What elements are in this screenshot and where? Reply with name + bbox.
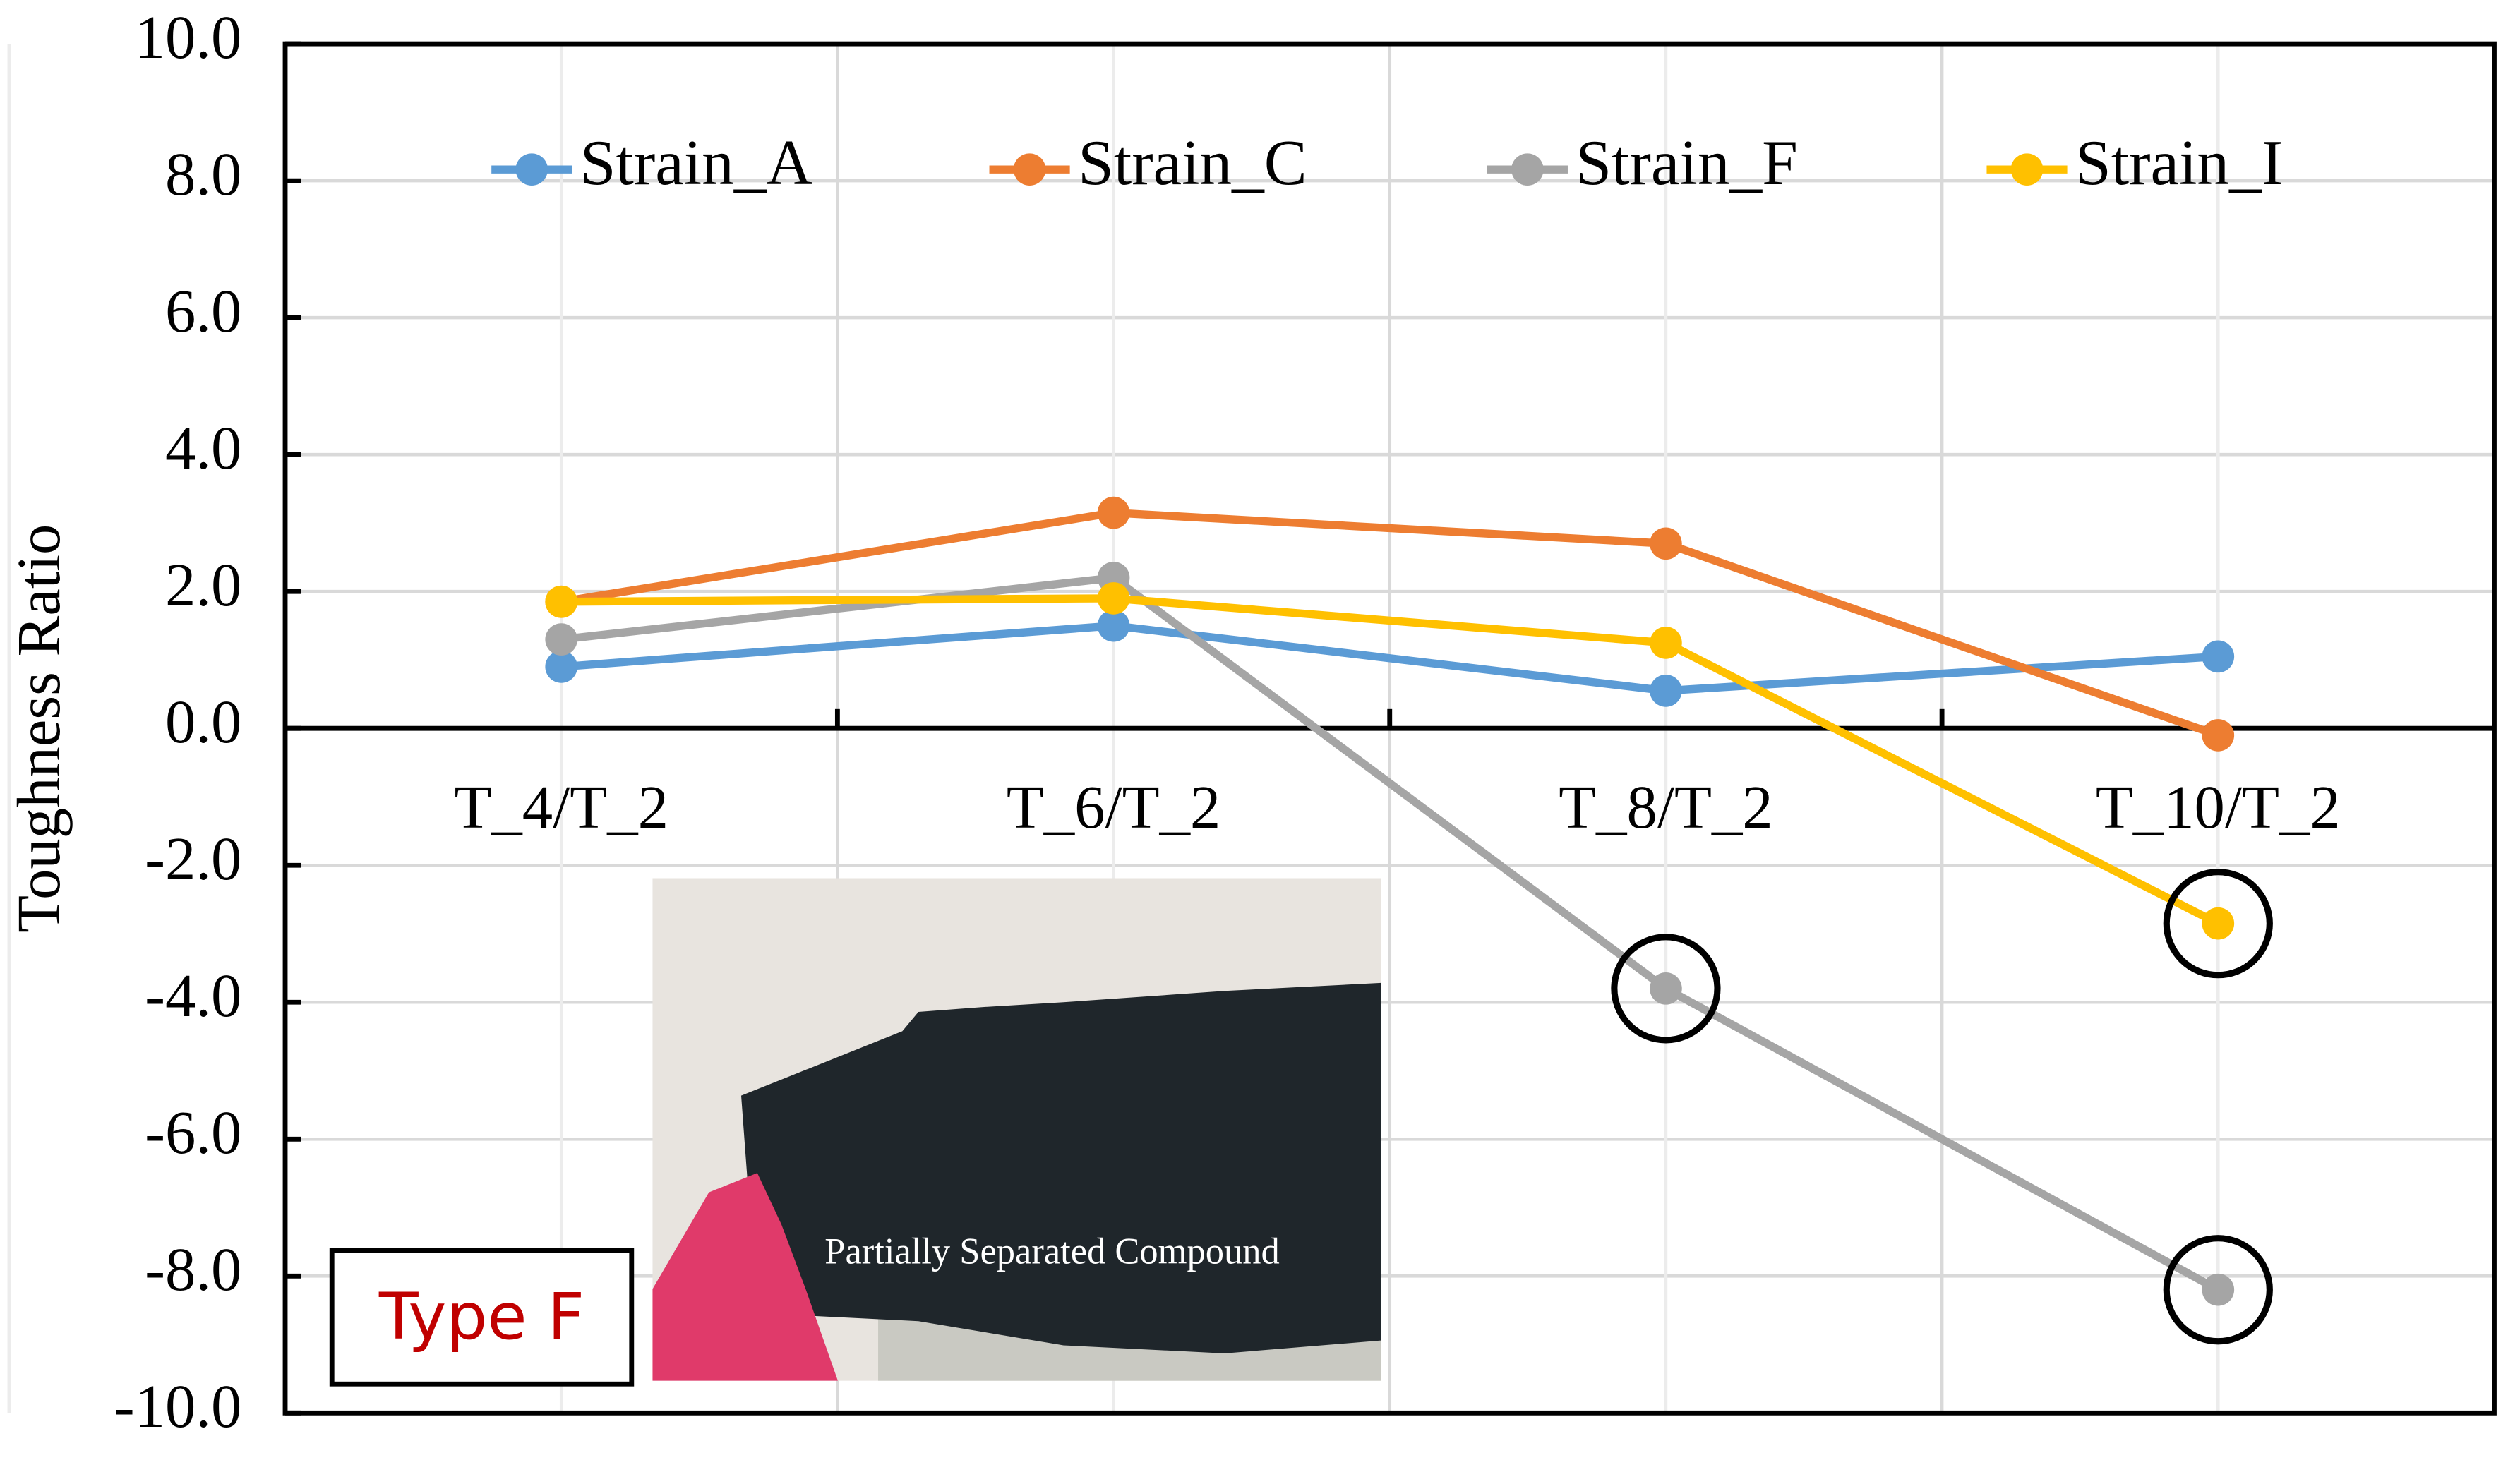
point xyxy=(1097,582,1130,615)
legend-marker xyxy=(515,153,548,186)
series-line xyxy=(560,508,2220,740)
y-tick-label: -6.0 xyxy=(145,1099,241,1166)
photo-compound xyxy=(741,982,1381,1353)
point xyxy=(1650,627,1682,659)
y-tick-label: 0.0 xyxy=(165,688,241,756)
point xyxy=(1650,972,1682,1005)
legend-label: Strain_F xyxy=(1576,127,1798,198)
y-tick-label: 10.0 xyxy=(135,4,242,71)
y-tick-label: -8.0 xyxy=(145,1236,241,1303)
y-axis-title: Toughness Ratio xyxy=(5,524,73,933)
legend-label: Strain_A xyxy=(580,127,813,198)
legend-marker xyxy=(2010,153,2044,186)
point xyxy=(1650,675,1682,707)
photo-caption: Partially Separated Compound xyxy=(824,1231,1279,1272)
x-tick-label: T_6/T_2 xyxy=(1007,773,1220,841)
legend-label: Strain_I xyxy=(2075,127,2283,198)
type-box xyxy=(329,1248,635,1387)
y-tick-label: 4.0 xyxy=(165,414,241,482)
photo-glove xyxy=(652,1173,838,1381)
point xyxy=(545,623,578,656)
point xyxy=(1097,609,1130,642)
photo-inset: Partially Separated Compound xyxy=(652,878,1381,1381)
y-tick-label: 6.0 xyxy=(165,277,241,345)
highlight-ring xyxy=(1611,934,1721,1044)
highlight-ring xyxy=(2163,1235,2273,1345)
y-tick-label: -4.0 xyxy=(145,962,241,1030)
point xyxy=(2202,1273,2235,1306)
point xyxy=(2202,640,2235,673)
series-line xyxy=(560,573,2221,1293)
y-tick-label: 8.0 xyxy=(165,140,241,208)
x-tick-label: T_8/T_2 xyxy=(1559,773,1772,841)
type-label: Type F xyxy=(378,1279,584,1354)
x-tick-label: T_4/T_2 xyxy=(454,773,668,841)
point xyxy=(2202,907,2235,940)
legend-label: Strain_C xyxy=(1078,127,1307,198)
point xyxy=(1650,527,1682,560)
point xyxy=(545,585,578,618)
x-tick-label: T_10/T_2 xyxy=(2096,773,2341,841)
point xyxy=(1097,496,1130,529)
y-tick-label: 2.0 xyxy=(165,551,241,619)
point xyxy=(2202,719,2235,752)
highlight-ring xyxy=(2163,869,2273,979)
y-tick-label: -10.0 xyxy=(114,1372,242,1440)
legend-marker xyxy=(1511,153,1544,186)
y-tick-label: -2.0 xyxy=(145,825,241,893)
legend-marker xyxy=(1013,153,1046,186)
point xyxy=(545,651,578,683)
series-line xyxy=(560,621,2219,695)
series-line xyxy=(561,594,2220,927)
